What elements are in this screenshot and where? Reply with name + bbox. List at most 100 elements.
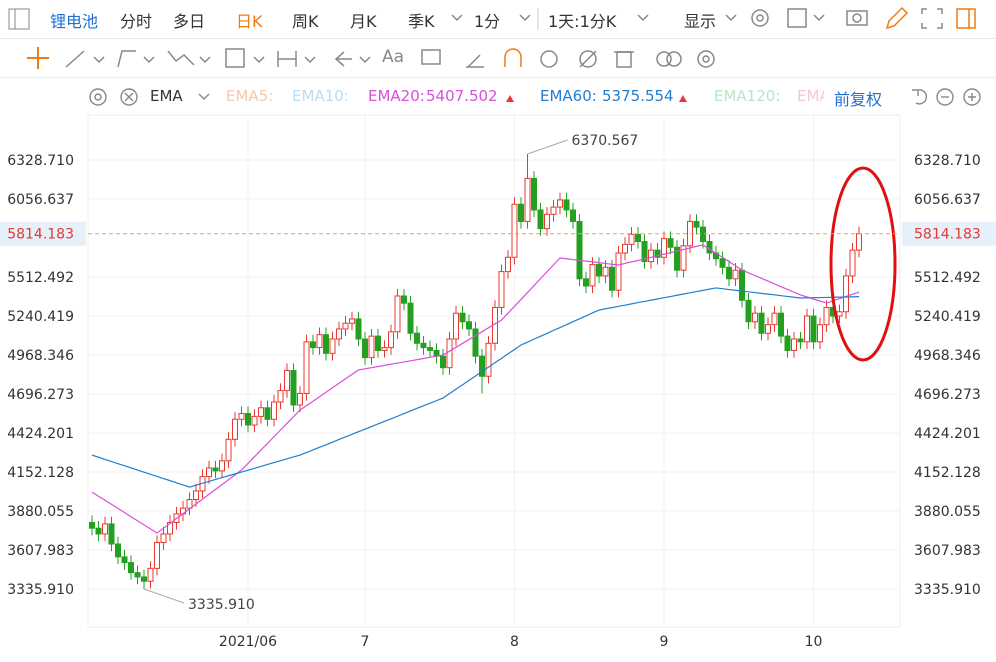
y-tick-label: 5512.492 [7, 270, 74, 286]
current-price-box [0, 221, 86, 246]
current-price-label: 5814.183 [914, 227, 981, 243]
candle-body [823, 306, 830, 326]
candle-body [563, 199, 570, 211]
candle-body [427, 347, 433, 351]
candle-body [375, 335, 381, 351]
candle-body [531, 177, 537, 211]
current-price-box [902, 221, 996, 246]
candle-body [739, 269, 745, 301]
candle-body [160, 533, 167, 544]
min-label: 3335.910 [188, 597, 255, 613]
candle-body [550, 206, 557, 215]
candle-body [102, 523, 108, 535]
period[interactable]: 周K [292, 12, 319, 31]
candle-body [271, 401, 277, 420]
legend-inactive[interactable]: EMA10: [292, 87, 349, 105]
candle-body [609, 266, 615, 291]
candle-body [342, 322, 349, 330]
interval[interactable]: 1分 [474, 12, 501, 31]
candle-body [147, 567, 154, 582]
legend-inactive[interactable]: EMA5: [226, 87, 274, 105]
candle-body [95, 527, 102, 535]
current-price-label: 5814.183 [7, 227, 74, 243]
candle-body [362, 338, 368, 359]
drawing-icons [27, 47, 715, 69]
adjust-mode[interactable]: 前复权 [834, 90, 883, 109]
candle-body [771, 312, 778, 326]
legend-inactive[interactable]: EMA [797, 87, 824, 105]
candle-body [544, 213, 550, 230]
candle-body [128, 562, 134, 574]
highlight-ellipse [829, 166, 897, 362]
range[interactable]: 1天:1分K [548, 12, 617, 31]
candle-body [485, 342, 492, 377]
candle-body [791, 338, 797, 351]
x-tick-label: 2021/06 [219, 634, 277, 650]
y-tick-label: 4968.346 [7, 348, 74, 364]
candle-body [511, 203, 518, 258]
indicator-name[interactable]: EMA [150, 87, 183, 105]
x-tick-label: 8 [510, 634, 519, 650]
y-tick-label: 6056.637 [7, 192, 74, 208]
candle-body [732, 269, 739, 280]
font-button[interactable]: Aa [382, 47, 405, 67]
y-tick-label-right: 6328.710 [914, 153, 981, 169]
candle-body [622, 243, 628, 254]
candle-body [583, 278, 589, 287]
candle-body [121, 556, 128, 564]
candle-body [765, 324, 771, 334]
candle-body [329, 338, 336, 354]
candle-body [856, 233, 862, 251]
candle-body [784, 335, 791, 351]
candle-body [524, 177, 531, 222]
up-arrow [679, 95, 687, 102]
ema-line [91, 287, 860, 488]
candle-body [440, 355, 446, 369]
candle-body [258, 407, 264, 417]
y-tick-label: 4152.128 [7, 465, 74, 481]
y-tick-label-right: 4152.128 [914, 465, 981, 481]
candle-body [401, 295, 407, 304]
candle-body [238, 413, 245, 420]
candle-body [134, 572, 141, 578]
candle-body [277, 390, 284, 403]
candle-body [368, 335, 375, 359]
candle-body [459, 312, 466, 323]
up-arrow [506, 95, 514, 102]
candle-body [654, 249, 661, 258]
candle-body [667, 238, 674, 248]
candle-body [661, 238, 667, 258]
y-tick-label-right: 4424.201 [914, 426, 981, 442]
candle-body [115, 543, 121, 558]
candle-body [518, 203, 524, 222]
period[interactable]: 季K [408, 12, 435, 31]
candle-body [674, 246, 680, 271]
period[interactable]: 月K [350, 12, 377, 31]
legend-name[interactable]: EMA60: [540, 87, 597, 105]
candle-body [284, 370, 290, 392]
candle-body [225, 438, 232, 462]
candle-body [602, 266, 609, 277]
y-tick-label: 5240.419 [7, 309, 74, 325]
candle-body [700, 226, 706, 243]
period[interactable]: 分时 [120, 12, 153, 31]
legend-inactive[interactable]: EMA120: [714, 87, 781, 105]
candle-body [219, 460, 225, 472]
candle-body [303, 341, 310, 394]
period-active[interactable]: 日K [236, 12, 263, 31]
candle-body [804, 315, 810, 343]
menu-icon[interactable] [8, 8, 30, 30]
symbol[interactable]: 锂电池 [50, 12, 99, 31]
candle-body [297, 392, 303, 406]
min-pointer [143, 588, 185, 604]
candle-body [212, 467, 219, 472]
period[interactable]: 多日 [173, 12, 206, 31]
candle-body [414, 332, 420, 344]
candle-body [849, 249, 856, 277]
top-toolbar: 锂电池 分时 多日 日K 周K 月K 季K 1分 1天:1分K 显示 [0, 0, 996, 39]
display[interactable]: 显示 [684, 12, 717, 31]
legend-name[interactable]: EMA20: [368, 87, 425, 105]
candle-body [141, 576, 147, 582]
candle-body [797, 338, 804, 343]
